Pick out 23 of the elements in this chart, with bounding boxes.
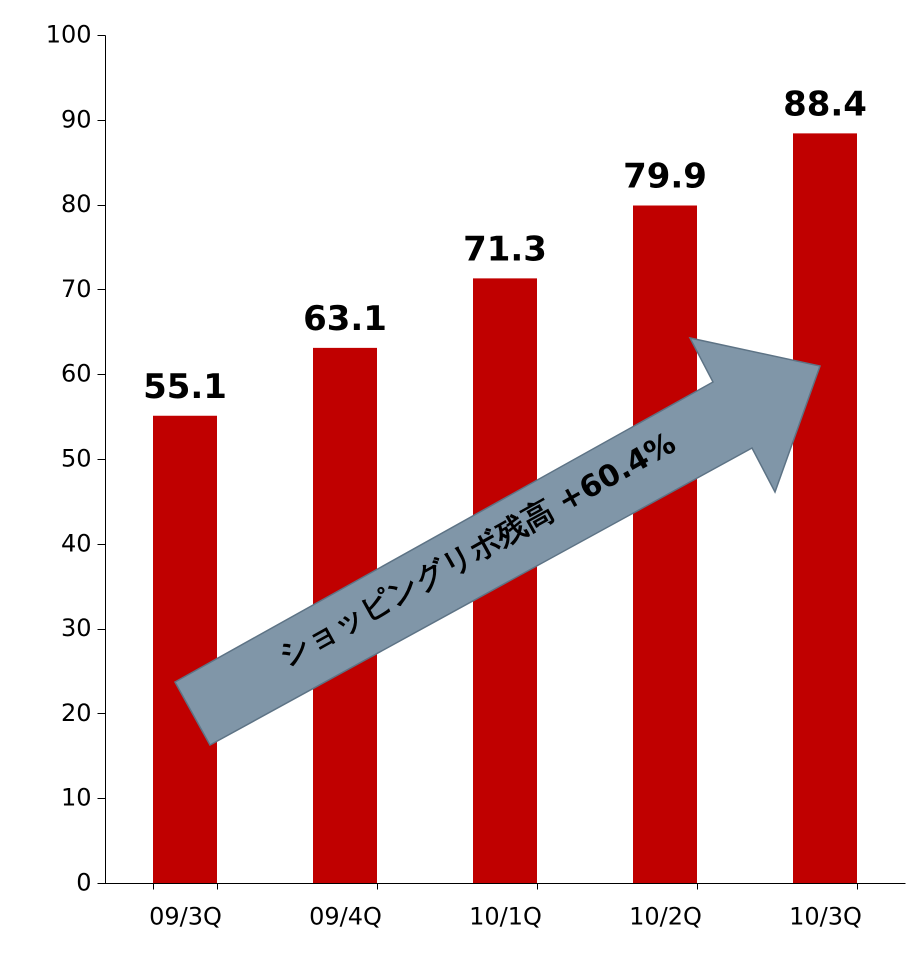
bar [793,133,857,883]
x-tick-label: 10/1Q [469,902,542,930]
y-tick-label: 70 [60,274,92,303]
data-label: 88.4 [783,84,867,124]
x-tick-label: 09/3Q [149,902,222,930]
y-tick-label: 100 [46,20,92,48]
x-tick-label: 10/2Q [629,902,702,930]
data-label: 71.3 [463,229,547,270]
data-label: 79.9 [623,156,707,196]
y-tick-label: 40 [60,529,92,558]
data-label: 55.1 [143,366,227,407]
y-tick-label: 0 [76,868,92,896]
x-tick-label: 09/4Q [309,902,382,930]
y-tick-label: 80 [60,190,92,218]
bar [153,416,217,883]
y-tick-label: 20 [60,698,92,727]
y-tick-label: 10 [60,784,92,812]
y-tick-label: 90 [60,105,92,134]
data-label: 63.1 [303,298,387,339]
y-tick-label: 50 [60,444,92,472]
x-tick-label: 10/3Q [789,902,862,930]
y-tick-label: 30 [60,614,92,642]
y-tick-label: 60 [60,360,92,388]
